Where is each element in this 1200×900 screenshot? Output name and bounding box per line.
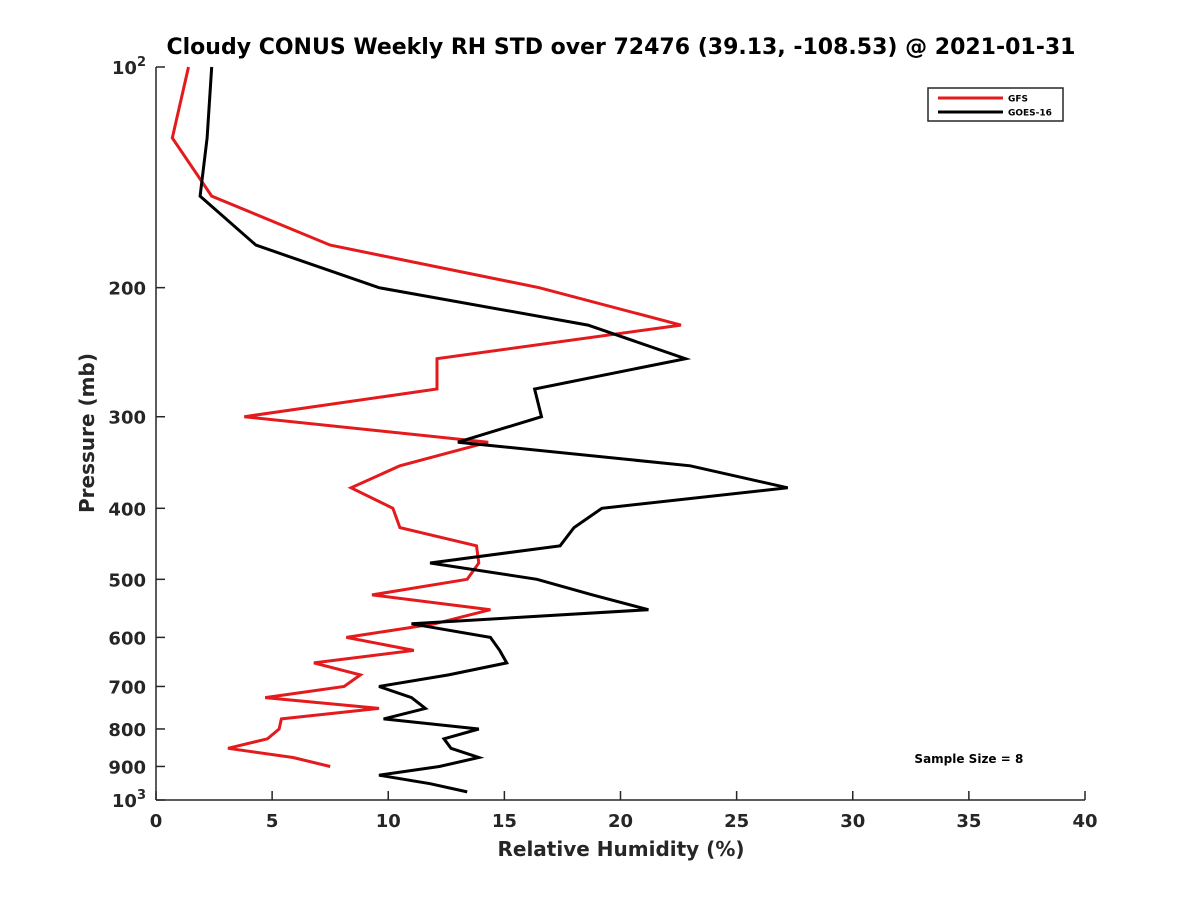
y-tick-label: 102 bbox=[112, 55, 146, 79]
axes: 0 5 10 15 20 25 30 35 40 102 200 300 400 500 600 700 800… bbox=[108, 55, 1097, 832]
y-tick-label: 500 bbox=[108, 570, 146, 591]
x-tick-label: 5 bbox=[266, 811, 279, 832]
annotations: Sample Size = 8 bbox=[914, 752, 1023, 766]
y-tick-label: 600 bbox=[108, 628, 146, 649]
y-tick-label: 300 bbox=[108, 408, 146, 429]
series-layer bbox=[170, 66, 789, 794]
y-tick-label: 900 bbox=[108, 757, 146, 778]
y-tick-label: 700 bbox=[108, 677, 146, 698]
x-tick-label: 20 bbox=[608, 811, 633, 832]
y-tick-label: 103 bbox=[112, 788, 146, 812]
chart-title: Cloudy CONUS Weekly RH STD over 72476 (3… bbox=[167, 35, 1076, 60]
legend-label: GFS bbox=[1008, 95, 1028, 105]
x-tick-label: 40 bbox=[1072, 811, 1097, 832]
x-tick-label: 15 bbox=[492, 811, 517, 832]
legend-box bbox=[927, 87, 1064, 122]
x-tick-label: 25 bbox=[724, 811, 749, 832]
y-tick-label: 800 bbox=[108, 720, 146, 741]
series-line-gfs bbox=[170, 66, 682, 768]
series-line-goes-16 bbox=[198, 66, 789, 794]
x-tick-label: 35 bbox=[956, 811, 981, 832]
legend-label: GOES-16 bbox=[1008, 109, 1052, 119]
sample-size-label: Sample Size = 8 bbox=[914, 752, 1023, 766]
y-tick-label: 200 bbox=[108, 279, 146, 300]
x-tick-label: 10 bbox=[376, 811, 401, 832]
y-tick-label: 400 bbox=[108, 499, 146, 520]
x-axis-label: Relative Humidity (%) bbox=[497, 837, 744, 861]
x-tick-label: 30 bbox=[840, 811, 865, 832]
y-axis-label: Pressure (mb) bbox=[75, 353, 99, 513]
x-tick-label: 0 bbox=[150, 811, 163, 832]
legend: GFS GOES-16 bbox=[927, 87, 1064, 122]
